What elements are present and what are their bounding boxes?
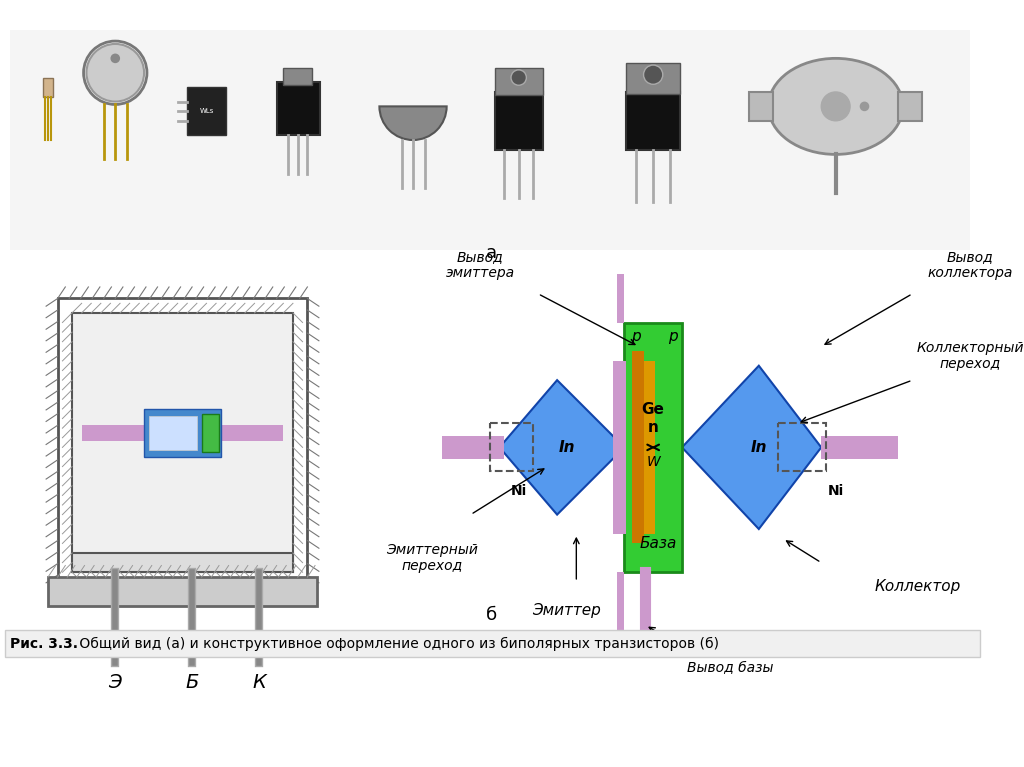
Polygon shape: [500, 380, 625, 515]
Bar: [57, 298, 307, 587]
Bar: [148, 416, 197, 450]
Text: Ni: Ni: [511, 484, 526, 498]
Bar: [632, 351, 643, 544]
Bar: [616, 572, 625, 630]
Bar: [72, 313, 293, 572]
Bar: [616, 275, 625, 322]
Bar: [643, 361, 655, 534]
Bar: [627, 63, 680, 94]
Text: Коллекторный
переход: Коллекторный переход: [916, 341, 1024, 371]
Ellipse shape: [768, 58, 903, 154]
Bar: [72, 553, 293, 572]
Text: Б: Б: [185, 673, 199, 692]
Circle shape: [821, 92, 850, 120]
Bar: [778, 423, 826, 472]
Bar: [82, 425, 284, 441]
Bar: [821, 436, 898, 459]
Circle shape: [111, 54, 120, 63]
Bar: [898, 92, 923, 120]
Text: Вывод
коллектора: Вывод коллектора: [928, 250, 1013, 280]
Circle shape: [511, 70, 526, 85]
Wedge shape: [380, 107, 446, 140]
Circle shape: [860, 101, 869, 111]
Bar: [43, 77, 53, 97]
Text: Вывод
эмиттера: Вывод эмиттера: [445, 250, 515, 280]
Bar: [627, 92, 680, 150]
Bar: [187, 87, 225, 135]
Bar: [441, 436, 504, 459]
Circle shape: [643, 65, 663, 84]
Bar: [5, 630, 980, 657]
Text: W: W: [646, 455, 660, 469]
Text: а: а: [486, 245, 498, 262]
Text: p: p: [668, 329, 677, 344]
Text: б: б: [486, 607, 498, 624]
Text: К: К: [252, 673, 266, 692]
Text: Ni: Ni: [827, 484, 844, 498]
Bar: [9, 30, 970, 251]
Polygon shape: [682, 366, 821, 529]
Text: База: База: [639, 536, 677, 551]
Text: Эмиттерный
переход: Эмиттерный переход: [386, 543, 478, 573]
Bar: [489, 423, 534, 472]
Text: p: p: [631, 329, 641, 344]
Bar: [276, 82, 319, 135]
Text: Коллектор: Коллектор: [874, 579, 961, 594]
Bar: [48, 577, 317, 606]
Text: Рис. 3.3.: Рис. 3.3.: [9, 637, 78, 651]
Text: Общий вид (а) и конструктивное оформление одного из биполярных транзисторов (б): Общий вид (а) и конструктивное оформлени…: [75, 637, 719, 651]
Text: WLs: WLs: [200, 108, 214, 114]
Bar: [750, 92, 773, 120]
Text: In: In: [751, 440, 767, 455]
Text: In: In: [558, 440, 574, 455]
Text: Ge
n: Ge n: [642, 403, 665, 435]
Text: Э: Э: [109, 673, 122, 692]
Bar: [144, 409, 221, 457]
Bar: [284, 68, 312, 85]
Bar: [202, 413, 219, 453]
Text: Вывод базы: Вывод базы: [687, 661, 773, 675]
Bar: [495, 68, 543, 95]
Circle shape: [86, 44, 144, 101]
Bar: [612, 361, 627, 534]
Bar: [495, 92, 543, 150]
Bar: [625, 322, 682, 572]
Text: Эмиттер: Эмиттер: [532, 603, 601, 618]
